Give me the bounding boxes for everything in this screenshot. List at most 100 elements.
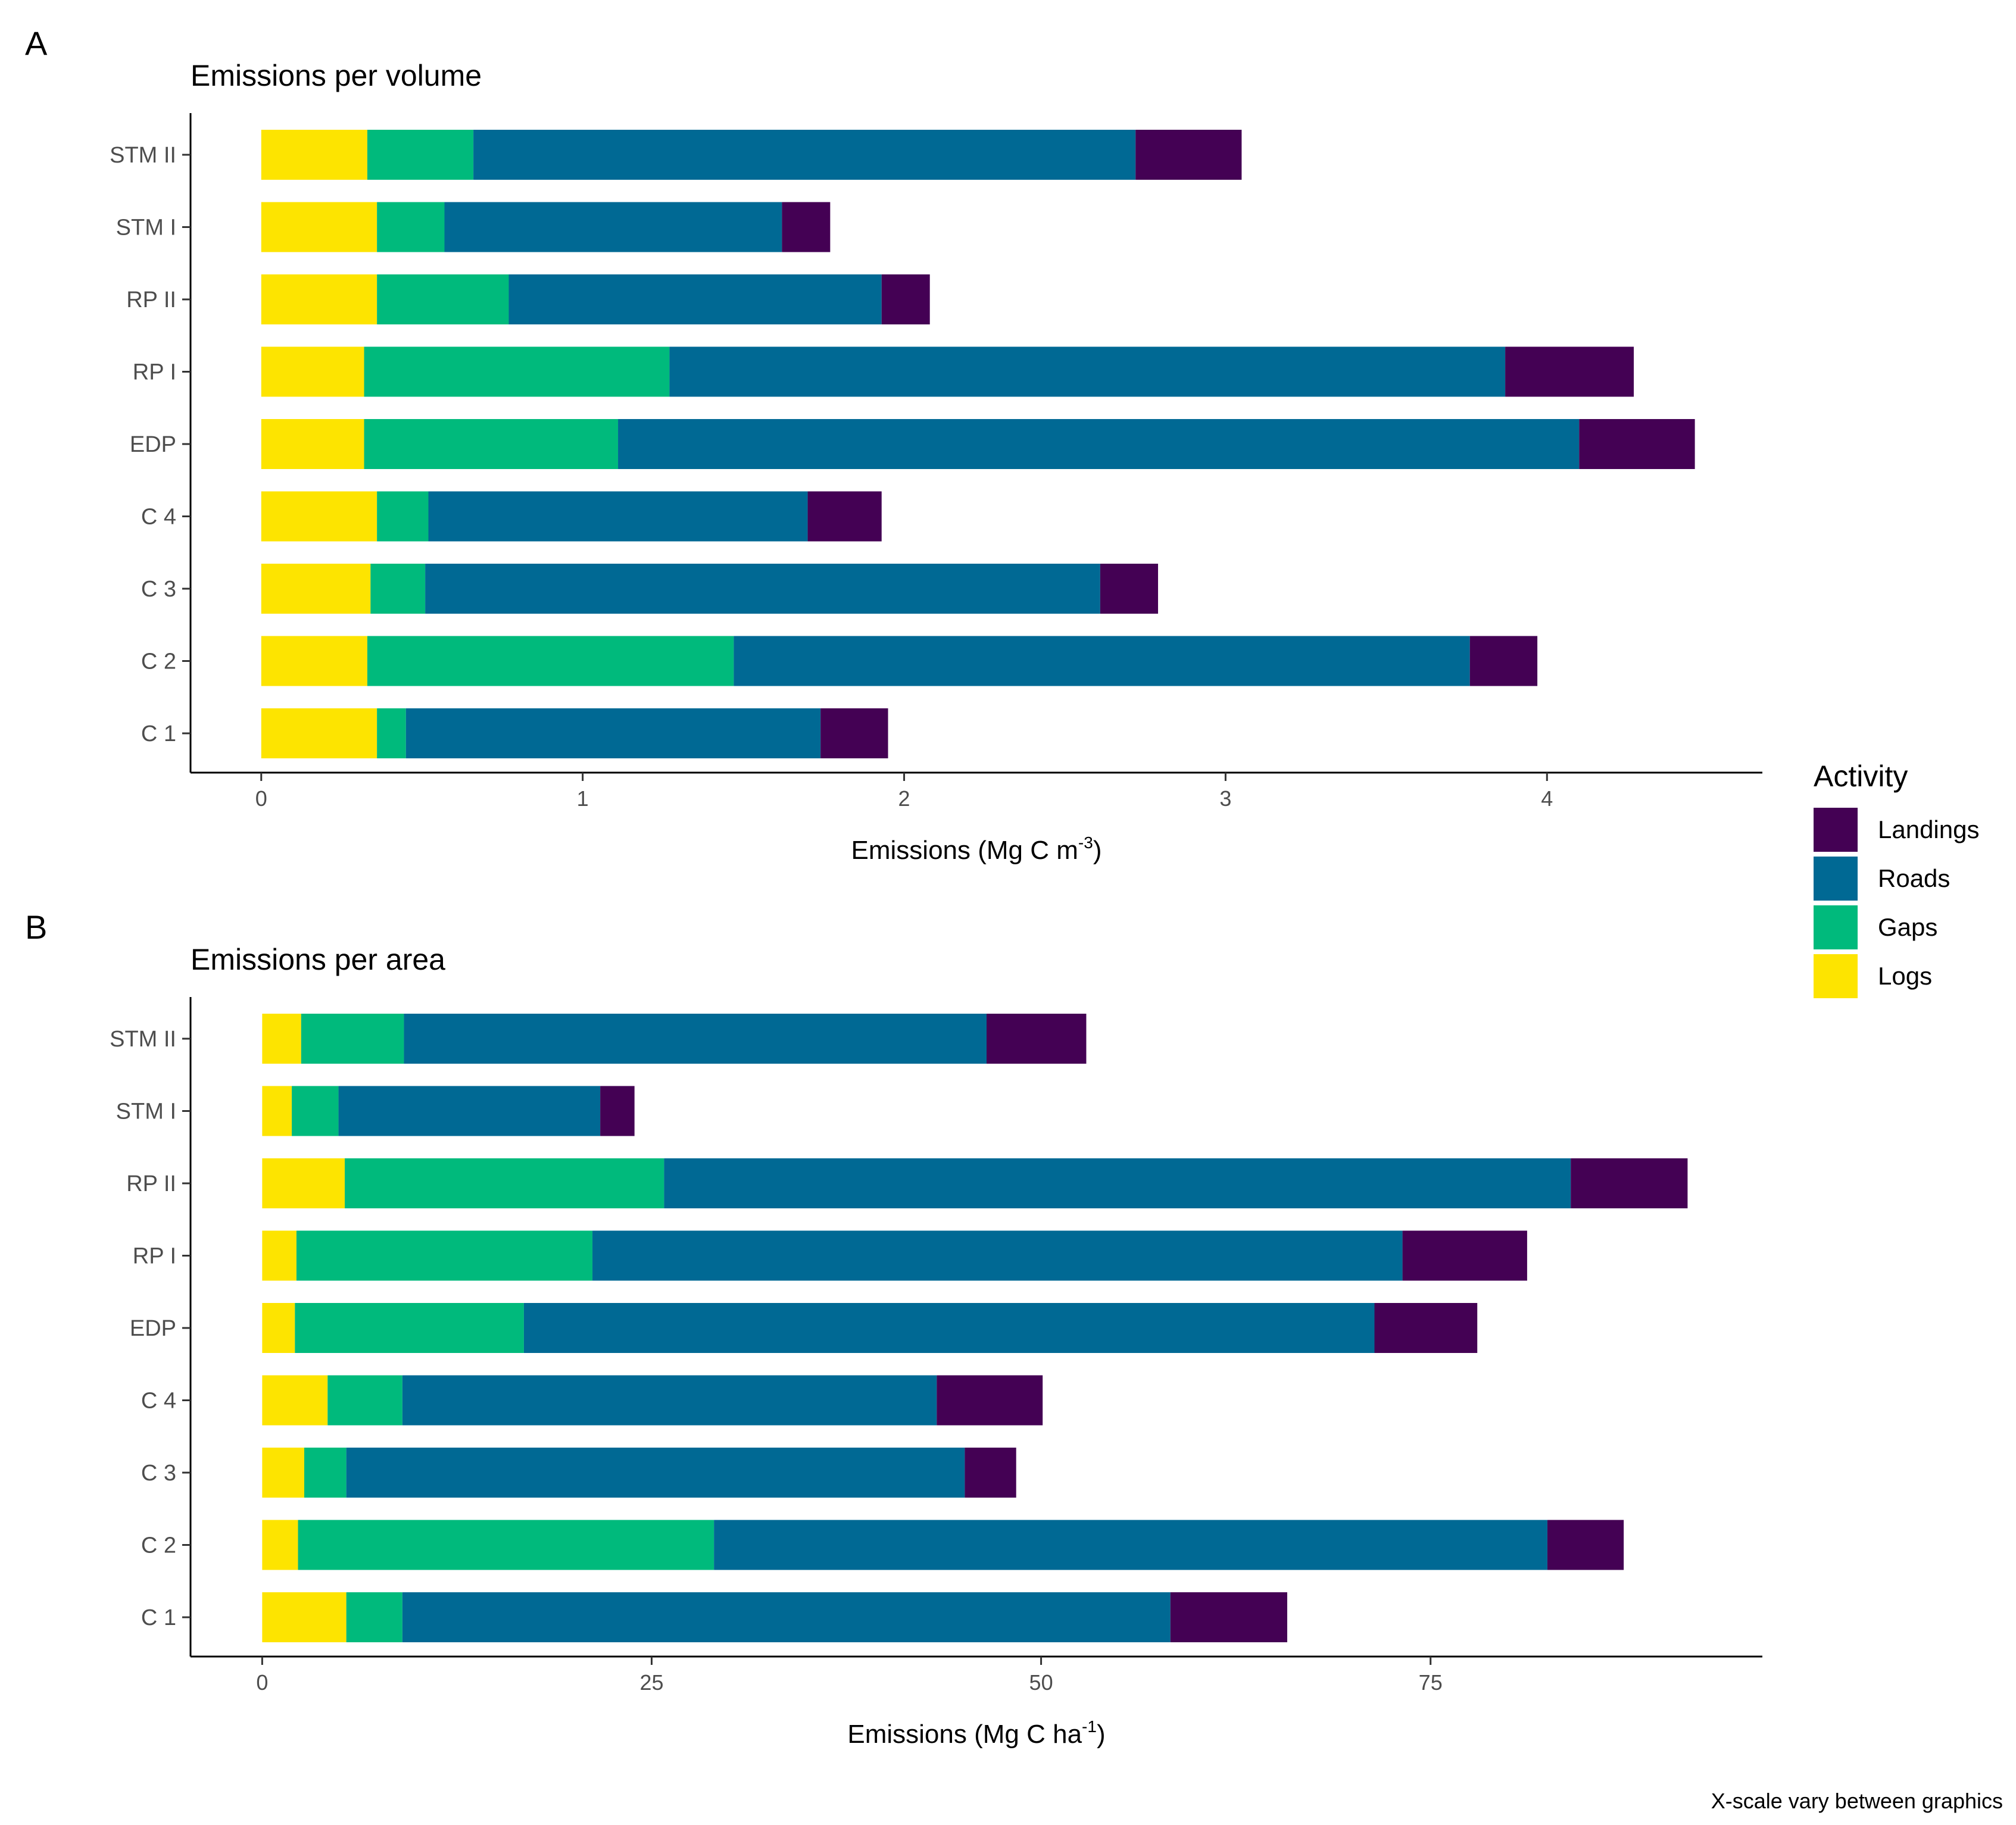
panel-a-bar-rp-i-logs — [261, 346, 364, 397]
panel-a-bar-c-2-roads — [734, 636, 1470, 686]
panel-b-bar-stm-ii-landings — [987, 1014, 1087, 1064]
legend-item-roads: Roads — [1814, 854, 1979, 903]
panel-a-bar-stm-i-logs — [261, 202, 377, 252]
panel-b-x-axis-title-main: Emissions (Mg C ha — [847, 1720, 1082, 1749]
panel-a-bar-rp-ii-gaps — [377, 274, 509, 324]
panel-a-bar-c-1-logs — [261, 708, 377, 758]
panel-a-x-tick-label: 4 — [1541, 786, 1553, 811]
panel-a-bar-c-1-gaps — [377, 708, 406, 758]
panel-b-bar-rp-ii-logs — [262, 1158, 345, 1208]
panel-b-bar-c-2-logs — [262, 1520, 298, 1570]
panel-a-bar-stm-ii-logs — [261, 130, 367, 180]
legend-label-logs: Logs — [1878, 962, 1933, 990]
panel-b-bar-c-3-landings — [965, 1448, 1016, 1498]
panel-b-bar-stm-i-logs — [262, 1086, 292, 1136]
panel-a-bar-c-4-landings — [807, 491, 882, 542]
panel-b-bar-rp-ii-gaps — [345, 1158, 664, 1208]
panel-a-bar-c-2-landings — [1469, 636, 1538, 686]
panel-a-x-axis-title-sup: -3 — [1078, 833, 1093, 852]
legend-swatch-logs — [1814, 954, 1858, 998]
panel-a-bar-edp-gaps — [364, 419, 619, 469]
panel-b-bar-edp-logs — [262, 1303, 295, 1353]
panel-b-y-tick-label-stm-i: STM I — [116, 1099, 176, 1124]
legend-title: Activity — [1814, 760, 1908, 793]
panel-a-bar-c-3-logs — [261, 564, 371, 614]
panel-a-bar-c-3-landings — [1100, 564, 1159, 614]
panel-a-bar-c-4-logs — [261, 491, 377, 542]
panel-a-bar-rp-ii-roads — [508, 274, 882, 324]
panel-b-bar-rp-i-roads — [592, 1230, 1403, 1281]
panel-a-bar-edp-roads — [618, 419, 1580, 469]
panel-b-x-axis-title: Emissions (Mg C ha-1) — [619, 1717, 1334, 1749]
panel-b-y-tick-label-stm-ii: STM II — [110, 1027, 176, 1052]
panel-a-y-tick-label-stm-ii: STM II — [110, 143, 176, 168]
legend: Activity Landings Roads Gaps Logs — [1814, 759, 1979, 1001]
panel-b-bar-c-2-landings — [1547, 1520, 1624, 1570]
legend-label-gaps: Gaps — [1878, 913, 1938, 941]
legend-swatch-landings — [1814, 808, 1858, 852]
panel-a-x-tick-label: 2 — [898, 786, 910, 811]
panel-b-bar-c-2-gaps — [298, 1520, 714, 1570]
panel-b-y-tick-label-c-3: C 3 — [141, 1461, 176, 1486]
panel-a-bar-c-1-roads — [405, 708, 821, 758]
panel-b-x-tick-label: 25 — [639, 1670, 663, 1695]
panel-a-y-tick-label-stm-i: STM I — [116, 215, 176, 240]
panel-b-bar-c-1-gaps — [346, 1592, 402, 1642]
panel-a-bar-c-3-roads — [425, 564, 1100, 614]
legend-label-roads: Roads — [1878, 864, 1951, 892]
panel-b-bar-rp-ii-landings — [1571, 1158, 1688, 1208]
panel-a-x-tick-label: 1 — [577, 786, 589, 811]
footnote: X-scale vary between graphics — [1711, 1789, 2003, 1813]
legend-label-landings: Landings — [1878, 815, 1980, 843]
panel-a-bar-stm-ii-roads — [473, 130, 1136, 180]
panel-a-x-axis-title-main: Emissions (Mg C m — [851, 836, 1078, 865]
panel-b-bar-rp-ii-roads — [664, 1158, 1571, 1208]
panel-b-y-tick-label-c-1: C 1 — [141, 1605, 176, 1630]
panel-a-y-tick-label-rp-i: RP I — [133, 360, 176, 385]
panel-a-bar-rp-ii-landings — [881, 274, 930, 324]
panel-b-bar-stm-ii-gaps — [301, 1014, 404, 1064]
panel-a-bar-stm-ii-landings — [1135, 130, 1242, 180]
panel-a-y-tick-label-c-4: C 4 — [141, 505, 176, 530]
panel-a-bar-c-2-gaps — [367, 636, 734, 686]
panel-b-y-tick-label-c-4: C 4 — [141, 1389, 176, 1414]
panel-b-bar-c-4-roads — [402, 1375, 937, 1426]
panel-a-x-tick-label: 3 — [1219, 786, 1231, 811]
panel-a-y-tick-label-c-3: C 3 — [141, 577, 176, 602]
legend-swatch-roads — [1814, 857, 1858, 901]
panel-b-bar-c-3-gaps — [304, 1448, 347, 1498]
panel-a-title: Emissions per volume — [191, 59, 482, 92]
panel-a-bar-rp-ii-logs — [261, 274, 377, 324]
panel-b-bar-stm-i-gaps — [292, 1086, 339, 1136]
panel-a-bar-c-1-landings — [820, 708, 888, 758]
panel-a-y-tick-label-edp: EDP — [130, 432, 176, 457]
panel-b-title: Emissions per area — [191, 943, 445, 976]
legend-item-landings: Landings — [1814, 805, 1979, 854]
panel-a-letter: A — [25, 24, 48, 62]
panel-b-bar-stm-i-roads — [338, 1086, 601, 1136]
panel-a-bar-rp-i-roads — [669, 346, 1506, 397]
panel-b-x-tick-label: 0 — [256, 1670, 268, 1695]
panel-a-bar-c-3-gaps — [370, 564, 426, 614]
panel-a-y-tick-label-c-2: C 2 — [141, 649, 176, 674]
panel-a-bar-edp-logs — [261, 419, 364, 469]
panel-a-x-axis-title-end: ) — [1093, 836, 1102, 865]
panel-b-bar-c-3-logs — [262, 1448, 305, 1498]
panel-a-bar-c-2-logs — [261, 636, 367, 686]
panel-a-bar-c-4-gaps — [377, 491, 429, 542]
panel-a-y-tick-label-c-1: C 1 — [141, 721, 176, 746]
panel-a-bar-stm-i-landings — [782, 202, 831, 252]
panel-b-bar-c-3-roads — [346, 1448, 965, 1498]
panel-b-bar-c-4-logs — [262, 1375, 328, 1426]
panel-b-bar-c-4-landings — [937, 1375, 1043, 1426]
panel-b-y-tick-label-rp-i: RP I — [133, 1244, 176, 1269]
panel-a-x-axis-title: Emissions (Mg C m-3) — [619, 833, 1334, 865]
panel-a-bar-rp-i-landings — [1505, 346, 1634, 397]
legend-item-logs: Logs — [1814, 952, 1979, 1001]
panel-a-y-tick-label-rp-ii: RP II — [126, 288, 176, 312]
panel-b-bar-c-4-gaps — [327, 1375, 402, 1426]
panel-a-bar-c-4-roads — [428, 491, 808, 542]
panel-b-bar-stm-ii-roads — [404, 1014, 987, 1064]
panel-a-bar-edp-landings — [1579, 419, 1695, 469]
